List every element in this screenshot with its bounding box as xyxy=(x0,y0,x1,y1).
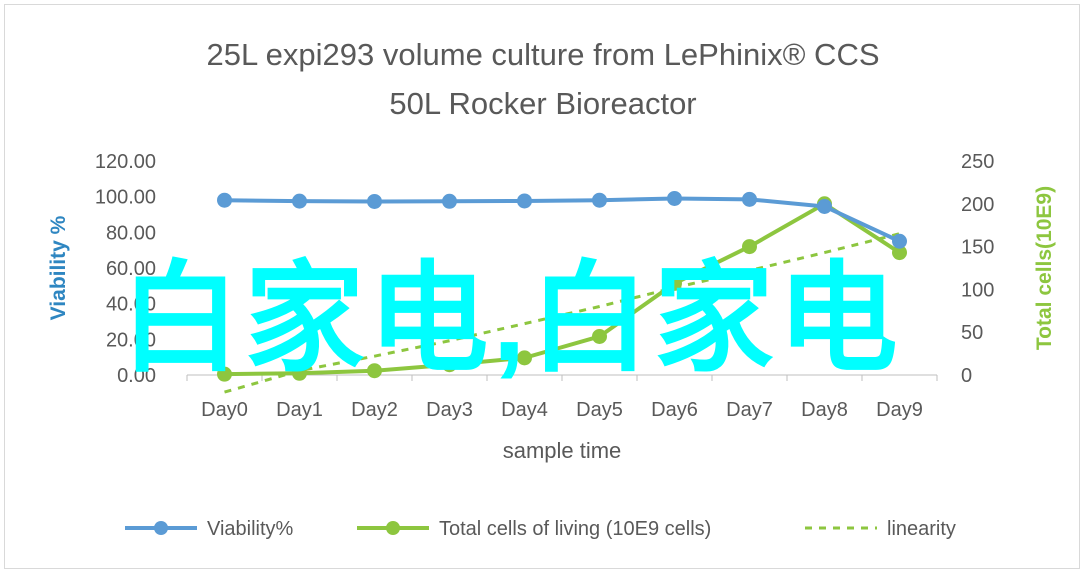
right-tick-label: 150 xyxy=(961,237,994,259)
data-point xyxy=(442,357,457,373)
x-axis: Day0 Day1 Day2 Day3 Day4 Day5 Day6 Day7 Day8 Day9… xyxy=(186,374,938,463)
data-point xyxy=(592,328,607,344)
chart: 25L expi293 volume culture from LePhinix… xyxy=(47,37,1056,540)
x-axis-title: sample time xyxy=(503,438,622,463)
right-tick-label: 50 xyxy=(961,322,983,344)
left-tick-label: 100.00 xyxy=(95,187,156,209)
right-tick-label: 250 xyxy=(961,151,994,173)
x-tick-label: Day9 xyxy=(876,399,923,421)
data-point xyxy=(667,275,682,291)
right-y-axis: 0 50 100 150 200 250 Total cells(10E9) xyxy=(961,151,1056,387)
series-layer xyxy=(217,190,907,394)
data-point xyxy=(367,193,382,209)
left-tick-label: 0.00 xyxy=(117,365,156,387)
x-tick-label: Day5 xyxy=(576,399,623,421)
data-point xyxy=(367,363,382,379)
x-tick-label: Day4 xyxy=(501,399,548,421)
x-tick-label: Day2 xyxy=(351,399,398,421)
data-point xyxy=(292,365,307,381)
trendline-line xyxy=(224,232,900,394)
x-tick-label: Day3 xyxy=(426,399,473,421)
legend-label: linearity xyxy=(887,518,956,540)
data-point xyxy=(892,233,907,249)
chart-title-line: 50L Rocker Bioreactor xyxy=(389,86,696,121)
data-point xyxy=(217,366,232,382)
watermark: 白家电,白家电 xyxy=(120,252,901,386)
left-y-axis: 0.00 20.00 40.00 60.00 80.00 100.00 120.00 Viab… xyxy=(47,151,156,387)
data-point xyxy=(517,350,532,366)
data-point xyxy=(667,190,682,206)
data-point xyxy=(217,192,232,208)
right-axis-title: Total cells(10E9) xyxy=(1033,186,1056,350)
right-tick-label: 200 xyxy=(961,194,994,216)
series-line xyxy=(224,201,901,377)
left-tick-label: 80.00 xyxy=(106,222,156,244)
right-tick-label: 0 xyxy=(961,365,972,387)
data-point xyxy=(442,193,457,209)
legend-marker xyxy=(386,521,400,535)
right-tick-label: 100 xyxy=(961,279,994,301)
legend-item: Total cells of living (10E9 cells) xyxy=(357,518,711,540)
series-viability- xyxy=(217,190,907,249)
watermark-text: 白家电,白家电 xyxy=(120,252,901,386)
legend-item: Viability% xyxy=(125,518,294,540)
data-point xyxy=(742,239,757,255)
x-tick-label: Day8 xyxy=(801,399,848,421)
left-tick-label: 40.00 xyxy=(106,294,156,316)
left-tick-label: 60.00 xyxy=(106,258,156,280)
left-tick-label: 20.00 xyxy=(106,329,156,351)
x-tick-label: Day7 xyxy=(726,399,773,421)
data-point xyxy=(592,192,607,208)
chart-title-line: 25L expi293 volume culture from LePhinix… xyxy=(206,37,879,72)
legend-item: linearity xyxy=(805,518,956,540)
x-tick-label: Day1 xyxy=(276,399,323,421)
series-linearity xyxy=(224,232,900,394)
x-tick-label: Day0 xyxy=(201,399,248,421)
series-line xyxy=(224,196,901,244)
legend-label: Total cells of living (10E9 cells) xyxy=(439,518,711,540)
data-point xyxy=(742,191,757,207)
legend: Viability% Total cells of living (10E9 ce… xyxy=(125,518,956,540)
chart-title: 25L expi293 volume culture from LePhinix… xyxy=(206,37,879,121)
data-point xyxy=(517,193,532,209)
data-point xyxy=(292,193,307,209)
x-tick-label: Day6 xyxy=(651,399,698,421)
data-point xyxy=(817,198,832,214)
legend-label: Viability% xyxy=(207,518,294,540)
legend-marker xyxy=(154,521,168,535)
left-tick-label: 120.00 xyxy=(95,151,156,173)
chart-frame: 25L expi293 volume culture from LePhinix… xyxy=(4,4,1080,569)
series-total-cells-of-living-10e9-cells- xyxy=(217,196,907,382)
left-axis-title: Viability % xyxy=(47,215,70,320)
